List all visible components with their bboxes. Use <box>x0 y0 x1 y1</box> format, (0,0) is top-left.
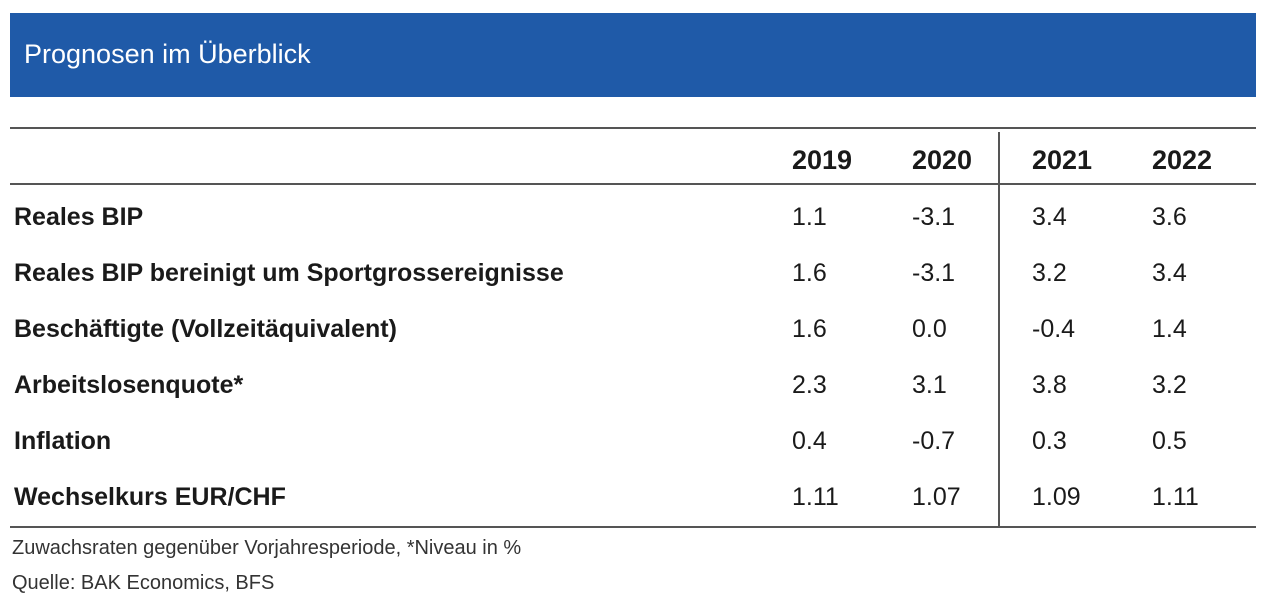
table-cell: 0.0 <box>912 315 947 343</box>
page-title: Prognosen im Überblick <box>24 39 311 69</box>
title-banner: Prognosen im Überblick <box>10 13 1256 97</box>
row-label: Reales BIP <box>14 203 144 231</box>
table-cell: 1.1 <box>792 203 827 231</box>
table-cell: 1.4 <box>1152 315 1187 343</box>
table-cell: 0.3 <box>1032 427 1067 455</box>
table-cell: 1.6 <box>792 259 827 287</box>
year-header: 2020 <box>912 145 973 175</box>
row-label: Reales BIP bereinigt um Sportgrossereign… <box>14 259 564 287</box>
table-cell: 2.3 <box>792 371 827 399</box>
source-note: Quelle: BAK Economics, BFS <box>12 572 275 594</box>
table-cell: 3.1 <box>912 371 947 399</box>
table-cell: 3.6 <box>1152 203 1187 231</box>
table-cell: 3.2 <box>1152 371 1187 399</box>
table-cell: 1.07 <box>912 483 961 511</box>
forecast-divider <box>998 132 1000 527</box>
table-cell: -0.4 <box>1032 315 1076 343</box>
table-bottom-rule <box>10 526 1256 528</box>
table-cell: 1.6 <box>792 315 827 343</box>
table-cell: -0.7 <box>912 427 956 455</box>
table-header-rule <box>10 183 1256 185</box>
table-cell: 0.4 <box>792 427 827 455</box>
row-label: Arbeitslosenquote* <box>14 371 244 399</box>
year-header: 2021 <box>1032 145 1093 175</box>
row-label: Inflation <box>14 427 112 455</box>
footnote: Zuwachsraten gegenüber Vorjahresperiode,… <box>12 537 522 559</box>
table-cell: -3.1 <box>912 203 956 231</box>
table-cell: 1.11 <box>792 483 839 511</box>
table-cell: 3.8 <box>1032 371 1067 399</box>
table-cell: -3.1 <box>912 259 956 287</box>
table-cell: 1.11 <box>1152 483 1199 511</box>
row-label: Beschäftigte (Vollzeitäquivalent) <box>14 315 397 343</box>
table-cell: 1.09 <box>1032 483 1081 511</box>
table-cell: 3.4 <box>1152 259 1187 287</box>
year-header: 2022 <box>1152 145 1213 175</box>
table-cell: 3.4 <box>1032 203 1067 231</box>
table-cell: 0.5 <box>1152 427 1187 455</box>
row-label: Wechselkurs EUR/CHF <box>14 483 286 511</box>
table-top-rule <box>10 127 1256 129</box>
table-cell: 3.2 <box>1032 259 1067 287</box>
year-header: 2019 <box>792 145 853 175</box>
